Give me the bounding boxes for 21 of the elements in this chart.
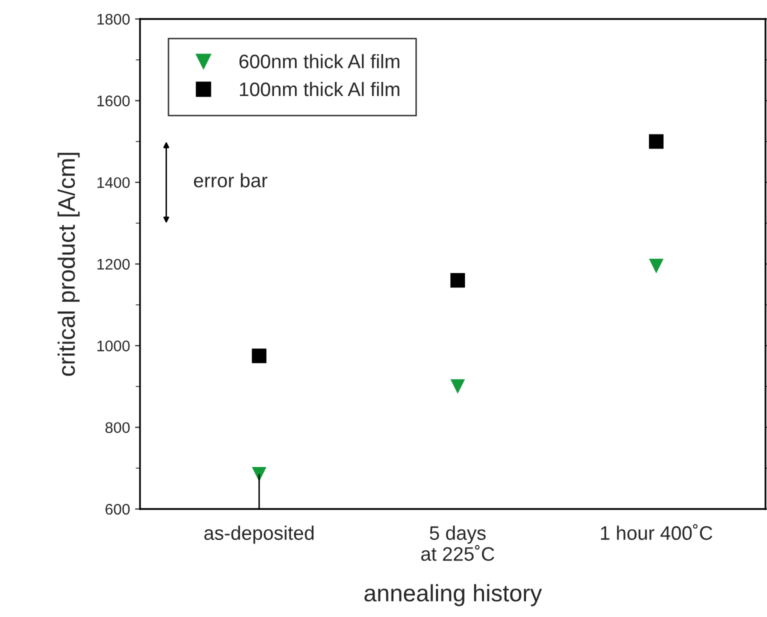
y-tick-label: 1800	[97, 14, 130, 25]
x-axis-title: annealing history	[364, 584, 542, 606]
legend-label: 600nm thick Al film	[239, 54, 400, 68]
y-tick-label: 600	[106, 504, 130, 515]
y-tick-label: 800	[105, 422, 130, 434]
annotation: error bar	[194, 173, 268, 188]
point	[450, 273, 465, 288]
y-tick-label: 1600	[97, 96, 130, 106]
point	[252, 348, 266, 364]
x-tick-label: as-deposited	[204, 526, 314, 544]
point	[252, 467, 266, 482]
y-tick-label: 1200	[97, 258, 130, 270]
y-tick-label: 1000	[97, 340, 130, 352]
legend-label: 100nm thick Al film	[240, 82, 400, 96]
point	[450, 379, 465, 394]
y-axis-title: critical product [A/cm]	[58, 152, 80, 376]
y-tick-label: 1400	[97, 177, 130, 188]
x-tick-label: 1 hour 400˚C	[600, 524, 712, 540]
point	[648, 134, 664, 149]
x-tick-label: 5 days at 225˚C	[421, 526, 494, 561]
point	[648, 258, 664, 274]
